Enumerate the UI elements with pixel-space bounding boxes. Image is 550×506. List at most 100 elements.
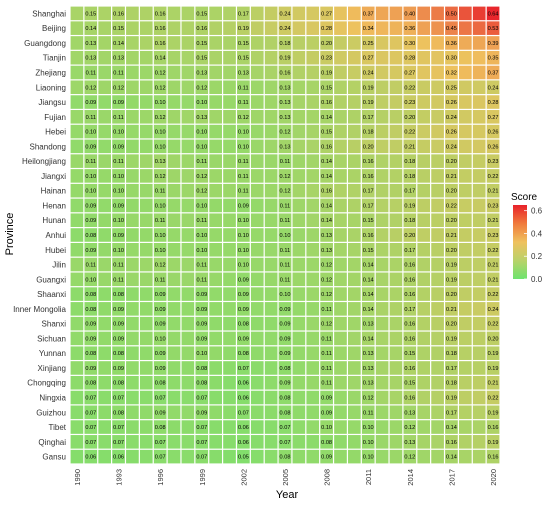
heatmap-cell: [70, 124, 84, 139]
cell-value-label: 0.11: [238, 189, 248, 195]
heatmap-cell: [195, 302, 209, 316]
heatmap-cell: [167, 390, 181, 405]
heatmap-cell: [306, 405, 320, 420]
heatmap-cell: [334, 257, 347, 272]
cell-value-label: 0.16: [280, 70, 291, 76]
heatmap-cell: [320, 228, 333, 242]
heatmap-cell: [84, 95, 98, 109]
heatmap-cell: [320, 213, 333, 228]
cell-value-label: 0.24: [488, 85, 499, 91]
heatmap-cell: [209, 154, 222, 168]
heatmap-cell: [223, 346, 236, 360]
heatmap-cell: [70, 242, 84, 257]
cell-value-label: 0.39: [488, 41, 499, 47]
heatmap-cell: [431, 242, 444, 257]
heatmap-cell: [334, 361, 347, 375]
heatmap-cell: [223, 449, 236, 464]
heatmap-cell: [167, 65, 181, 80]
heatmap-cell: [348, 420, 361, 434]
heatmap-cell: [139, 110, 153, 124]
heatmap-cell: [112, 435, 125, 449]
heatmap-cell: [167, 36, 181, 50]
heatmap-cells: 0.15 0.16 0.16 0.15 0.17 0.24 0.27 0.37 0.40 0.50…: [70, 6, 500, 464]
heatmap-cell: [167, 361, 181, 375]
heatmap-cell: [84, 228, 98, 242]
cell-value-label: 0.17: [363, 189, 374, 195]
cell-value-label: 0.08: [113, 351, 124, 357]
cell-value-label: 0.11: [86, 70, 96, 76]
heatmap-cell: [84, 449, 98, 464]
heatmap-cell: [126, 302, 139, 316]
heatmap-cell: [320, 242, 333, 257]
heatmap-cell: [167, 346, 181, 360]
cell-value-label: 0.11: [197, 263, 207, 269]
cell-value-label: 0.21: [488, 263, 499, 269]
heatmap-cell: [348, 169, 361, 183]
heatmap-cell: [292, 36, 306, 50]
cell-value-label: 0.23: [404, 100, 415, 106]
heatmap-cell: [348, 375, 361, 390]
heatmap-cell: [306, 302, 320, 316]
heatmap-cell: [361, 183, 375, 198]
province-label: Shandong: [30, 142, 66, 151]
cell-value-label: 0.09: [155, 292, 166, 298]
cell-value-label: 0.09: [113, 366, 124, 372]
cell-value-label: 0.10: [113, 248, 124, 254]
heatmap-cell: [153, 257, 167, 272]
heatmap-cell: [98, 65, 112, 80]
heatmap-cell: [70, 6, 84, 21]
heatmap-cell: [417, 420, 431, 434]
heatmap-cell: [334, 316, 347, 331]
heatmap-cell: [292, 405, 306, 420]
heatmap-cell: [306, 65, 320, 80]
cell-value-label: 0.09: [85, 144, 96, 150]
heatmap-cell: [223, 80, 236, 95]
cell-value-label: 0.07: [196, 425, 207, 431]
cell-value-label: 0.16: [196, 26, 207, 32]
cell-value-label: 0.14: [363, 292, 374, 298]
heatmap-cell: [223, 390, 236, 405]
heatmap-cell: [98, 154, 112, 168]
year-tick-label: 2002: [239, 469, 248, 486]
heatmap-cell: [389, 95, 403, 109]
heatmap-cell: [361, 390, 375, 405]
heatmap-cell: [320, 36, 333, 50]
heatmap-cell: [195, 36, 209, 50]
heatmap-cell: [334, 213, 347, 228]
heatmap-cell: [458, 124, 472, 139]
heatmap-cell: [403, 198, 417, 213]
heatmap-cell: [445, 80, 458, 95]
cell-value-label: 0.19: [363, 100, 374, 106]
heatmap-cell: [181, 198, 195, 213]
heatmap-cell: [278, 331, 292, 346]
heatmap-cell: [126, 272, 139, 287]
heatmap-cell: [334, 139, 347, 154]
cell-value-label: 0.16: [321, 100, 332, 106]
heatmap-cell: [375, 50, 389, 65]
y-axis-title: Province: [4, 213, 16, 256]
cell-value-label: 0.10: [363, 440, 374, 446]
cell-value-label: 0.15: [321, 130, 332, 136]
heatmap-cell: [417, 331, 431, 346]
heatmap-cell: [292, 316, 306, 331]
heatmap-cell: [250, 124, 264, 139]
heatmap-cell: [389, 242, 403, 257]
heatmap-cell: [472, 405, 486, 420]
province-label: Tianjin: [43, 54, 66, 63]
heatmap-cell: [250, 169, 264, 183]
heatmap-cell: [320, 287, 333, 301]
heatmap-cell: [264, 228, 278, 242]
heatmap-cell: [334, 21, 347, 35]
heatmap-cell: [389, 36, 403, 50]
cell-value-label: 0.10: [155, 130, 166, 136]
heatmap-cell: [237, 183, 250, 198]
heatmap-cell: [278, 50, 292, 65]
heatmap-cell: [139, 449, 153, 464]
heatmap-cell: [320, 316, 333, 331]
heatmap-cell: [223, 21, 236, 35]
heatmap-cell: [223, 110, 236, 124]
heatmap-cell: [195, 198, 209, 213]
heatmap-cell: [237, 80, 250, 95]
heatmap-cell: [403, 228, 417, 242]
heatmap-cell: [223, 198, 236, 213]
